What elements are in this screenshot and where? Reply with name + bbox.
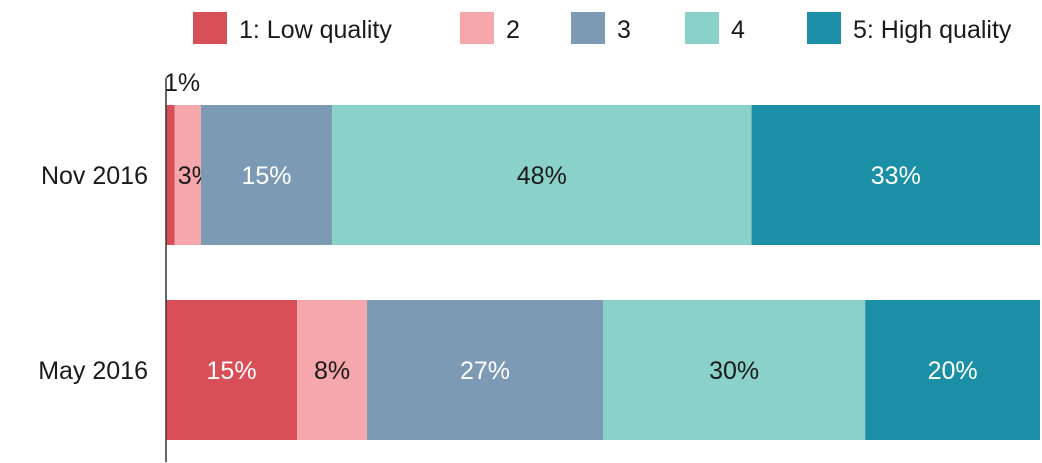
legend-label: 5: High quality	[853, 16, 1012, 44]
bar-row-nov-2016: 1%3% 15% 48% 33%	[164, 69, 1040, 245]
legend-swatch	[571, 12, 605, 44]
legend-label: 3	[617, 16, 631, 44]
category-label: May 2016	[38, 357, 148, 385]
legend-label: 4	[731, 16, 745, 44]
legend-swatch	[807, 12, 841, 44]
legend-item-2: 2	[460, 12, 520, 44]
data-label: 33%	[871, 162, 921, 190]
bar-segment-2	[174, 105, 201, 245]
legend-swatch	[193, 12, 227, 44]
legend-item-3: 3	[571, 12, 631, 44]
bar-segment-3	[200, 105, 333, 245]
legend-item-1-low-quality: 1: Low quality	[193, 12, 392, 44]
legend-item-4: 4	[685, 12, 745, 44]
data-label: 30%	[709, 357, 759, 385]
data-label: 15%	[241, 162, 291, 190]
bar-segment-5-high-quality	[751, 105, 1040, 245]
data-label: 8%	[314, 357, 350, 385]
bars: 1%3% 15% 48% 33%15% 8% 27% 30% 20%	[164, 69, 1040, 440]
legend-label: 1: Low quality	[239, 16, 392, 44]
bar-segment-1-low-quality	[166, 105, 175, 245]
legend-item-5-high-quality: 5: High quality	[807, 12, 1012, 44]
legend: 1: Low quality 2 3 4 5: High quality	[193, 12, 1012, 44]
bar-segment-2	[297, 300, 368, 440]
category-labels: Nov 2016 May 2016	[38, 162, 148, 385]
legend-swatch	[685, 12, 719, 44]
data-label: 27%	[460, 357, 510, 385]
bar-row-may-2016: 15% 8% 27% 30% 20%	[166, 300, 1040, 440]
data-label: 20%	[928, 357, 978, 385]
bar-segment-1-low-quality	[166, 300, 298, 440]
legend-label: 2	[506, 16, 520, 44]
category-label: Nov 2016	[41, 162, 148, 190]
bar-segment-3	[367, 300, 603, 440]
bar-segment-4	[603, 300, 866, 440]
data-label: 48%	[517, 162, 567, 190]
bar-segment-4	[332, 105, 752, 245]
bar-segment-5-high-quality	[865, 300, 1040, 440]
data-label: 15%	[207, 357, 257, 385]
legend-swatch	[460, 12, 494, 44]
data-label: 1%	[164, 69, 200, 97]
